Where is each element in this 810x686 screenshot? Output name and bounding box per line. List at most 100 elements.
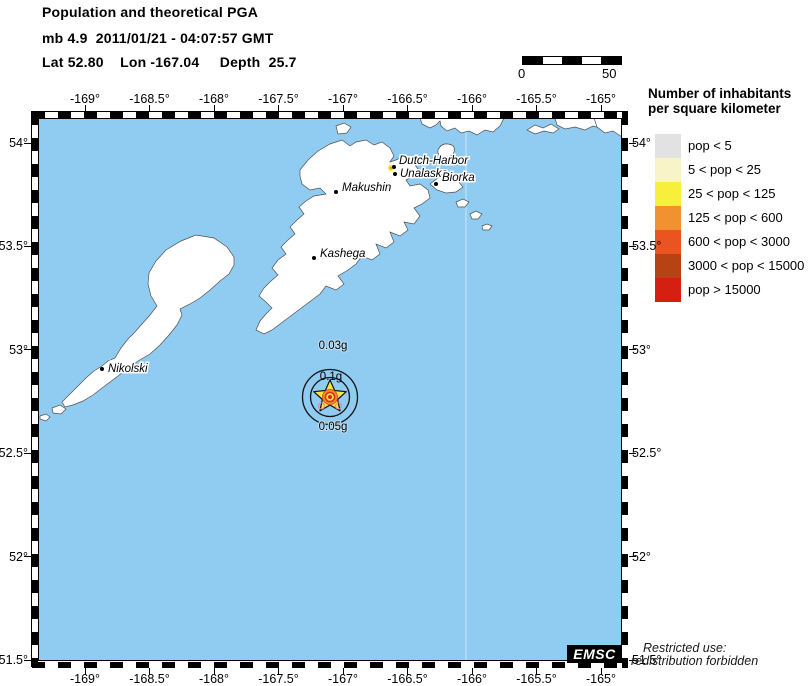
town-dot-dutch-harbor xyxy=(392,165,396,169)
scalebar-segment xyxy=(581,57,602,64)
page-title: Population and theoretical PGA xyxy=(42,4,259,20)
town-dot-makushin xyxy=(334,190,338,194)
frame-band-left xyxy=(32,112,38,668)
lon-tick-bottom xyxy=(342,668,344,675)
frame-band-right xyxy=(622,112,628,668)
lon-tick-top xyxy=(213,105,215,112)
legend-title: Number of inhabitants per square kilomet… xyxy=(648,86,791,116)
town-label-nikolski: Nikolski xyxy=(108,363,148,375)
lon-axis-label-top: -167° xyxy=(327,92,359,106)
lon-axis-label-bottom: -165.5° xyxy=(516,672,557,686)
lat-axis-label-left: 53.5° xyxy=(0,239,28,254)
frame-band-bottom xyxy=(32,662,628,668)
islet xyxy=(51,404,67,415)
town-dot-kashega xyxy=(312,256,316,260)
scalebar-segment xyxy=(542,57,563,64)
distance-scalebar xyxy=(522,56,622,65)
population-patch-core xyxy=(389,166,393,170)
lon-axis-label-top: -169° xyxy=(69,92,101,106)
legend-range-label: 5 < pop < 25 xyxy=(688,162,762,177)
pga-contour-mid xyxy=(309,376,351,418)
lon-tick-bottom xyxy=(84,668,86,675)
island-top-right-corner xyxy=(593,118,622,138)
lon-tick-bottom xyxy=(278,668,279,675)
lon-tick-bottom xyxy=(471,668,473,675)
lat-tick-right xyxy=(629,245,636,247)
lon-axis-label-top: -165° xyxy=(585,92,617,106)
legend-row: 125 < pop < 600 xyxy=(655,206,810,230)
lat-axis-label-right: 52.5° xyxy=(632,446,662,461)
lon-tick-top xyxy=(342,105,344,112)
pga-side-ring xyxy=(317,402,326,410)
lat-axis-label-left: 52.5° xyxy=(0,446,28,461)
islet xyxy=(39,413,51,422)
lon-axis-label-top: -165.5° xyxy=(516,92,557,106)
islet xyxy=(455,198,470,208)
lon-tick-top xyxy=(407,105,408,112)
island-biorka xyxy=(429,175,464,194)
scalebar-min-label: 0 xyxy=(518,66,526,81)
legend-color-swatch xyxy=(655,134,681,158)
population-legend: pop < 5 5 < pop < 25 25 < pop < 125 125 … xyxy=(655,134,810,302)
legend-range-label: 600 < pop < 3000 xyxy=(688,234,790,249)
lat-tick-left xyxy=(24,142,31,144)
legend-row: 25 < pop < 125 xyxy=(655,182,810,206)
legend-title-line2: per square kilometer xyxy=(648,101,781,116)
legend-color-swatch xyxy=(655,278,681,302)
islands-group xyxy=(39,118,622,422)
lon-axis-label-bottom: -167.5° xyxy=(258,672,299,686)
lon-tick-top xyxy=(84,105,86,112)
islet-top xyxy=(526,123,560,135)
lat-axis-label-left: 51.5° xyxy=(0,653,28,667)
frame-band-top xyxy=(32,112,628,118)
islet xyxy=(335,122,352,135)
legend-range-label: 25 < pop < 125 xyxy=(688,186,776,201)
legend-color-swatch xyxy=(655,230,681,254)
legend-range-label: 3000 < pop < 15000 xyxy=(688,258,805,273)
lon-tick-bottom xyxy=(600,668,602,675)
islet xyxy=(469,210,483,220)
lat-tick-left xyxy=(24,556,31,558)
lat-tick-left xyxy=(24,659,31,661)
lat-tick-left xyxy=(24,349,31,351)
event-lat-lon-depth: Lat 52.80 Lon -167.04 Depth 25.7 xyxy=(42,54,297,70)
lat-tick-right xyxy=(629,142,636,144)
lon-axis-label-top: -167.5° xyxy=(258,92,299,106)
legend-row: pop < 5 xyxy=(655,134,810,158)
lon-tick-top xyxy=(149,105,150,112)
lon-tick-bottom xyxy=(536,668,537,675)
legend-row: 600 < pop < 3000 xyxy=(655,230,810,254)
pga-side-ring xyxy=(334,402,343,410)
legend-row: 3000 < pop < 15000 xyxy=(655,254,810,278)
town-label-biorka: Biorka xyxy=(442,172,475,184)
lon-tick-top xyxy=(278,105,279,112)
legend-color-swatch xyxy=(655,206,681,230)
legend-row: pop > 15000 xyxy=(655,278,810,302)
lat-axis-label-right: 54° xyxy=(632,136,651,150)
town-label-unalaska: Unalaska xyxy=(400,168,448,180)
town-label-kashega: Kashega xyxy=(320,248,365,260)
lon-tick-top xyxy=(536,105,537,112)
legend-range-label: pop > 15000 xyxy=(688,282,761,297)
lat-axis-label-right: 52° xyxy=(632,549,651,564)
lon-axis-label-top: -168.5° xyxy=(129,92,170,106)
restricted-line1: Restricted use: xyxy=(643,641,727,655)
islet-amaknak xyxy=(437,143,455,158)
lon-tick-top xyxy=(600,105,602,112)
town-dot-unalaska xyxy=(393,172,397,176)
legend-color-swatch xyxy=(655,182,681,206)
lon-axis-label-bottom: -165° xyxy=(585,672,617,686)
lon-axis-label-top: -168° xyxy=(198,92,230,106)
lon-axis-label-top: -166° xyxy=(456,92,488,106)
lat-axis-label-left: 52° xyxy=(9,549,28,564)
lat-axis-label-left: 53° xyxy=(9,342,28,357)
lon-tick-bottom xyxy=(407,668,408,675)
lon-tick-bottom xyxy=(213,668,215,675)
town-label-dutch-harbor: Dutch-Harbor xyxy=(399,155,469,167)
lat-tick-right xyxy=(629,452,636,454)
island-unalaska xyxy=(255,139,431,335)
lat-tick-right xyxy=(629,556,636,558)
scalebar-max-label: 50 xyxy=(602,66,617,81)
lat-axis-label-left: 54° xyxy=(9,136,28,150)
